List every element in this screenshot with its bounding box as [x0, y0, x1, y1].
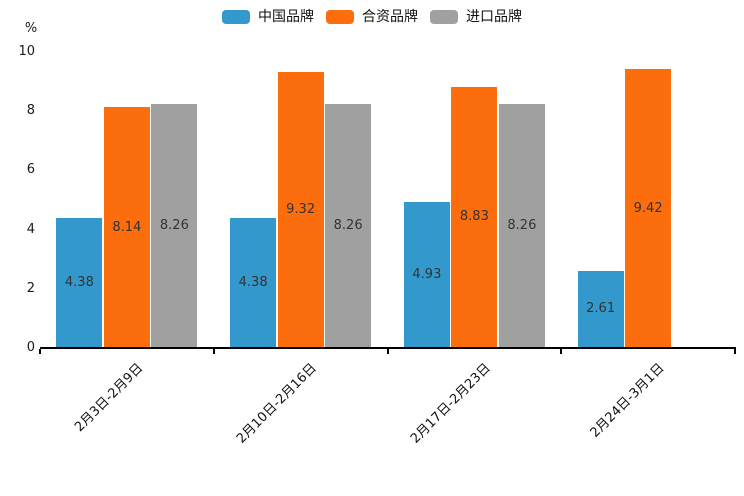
x-category-label: 2月17日-2月23日: [408, 360, 494, 447]
bar: [56, 218, 103, 348]
bar: [451, 86, 498, 348]
bar: [498, 103, 545, 348]
legend-swatch-icon: [326, 10, 354, 24]
bar: [103, 107, 150, 348]
legend-label: 中国品牌: [258, 9, 314, 25]
x-category-label: 2月24日-3月1日: [587, 360, 668, 441]
bar-value-label: 4.38: [64, 275, 94, 291]
plot-area: 4.38 8.14 8.26 4.38 9.32 8.26 4.93 8.83 8.26 2.61…: [40, 52, 735, 348]
y-tick-label: 2: [26, 280, 35, 296]
bar-value-label: 8.14: [112, 219, 142, 235]
legend: 中国品牌 合资品牌 进口品牌: [0, 8, 744, 26]
y-tick-label: 8: [26, 103, 35, 119]
bar-value-label: 8.26: [159, 217, 189, 233]
legend-item[interactable]: 中国品牌: [222, 8, 314, 26]
legend-item[interactable]: 进口品牌: [430, 8, 522, 26]
y-tick-label: 10: [18, 44, 35, 59]
y-axis: 0 2 4 6 8 10: [0, 44, 35, 355]
bar: [325, 103, 372, 348]
y-tick-label: 0: [26, 340, 35, 355]
x-category-label: 2月10日-2月16日: [234, 360, 321, 447]
x-tick-mark: [560, 349, 563, 354]
bar-value-label: 2.61: [586, 301, 616, 317]
bar-value-label: 9.42: [633, 200, 663, 216]
bar-value-label: 8.83: [459, 209, 489, 225]
x-tick-mark: [212, 349, 215, 354]
bar: [403, 202, 450, 348]
legend-swatch-icon: [222, 10, 250, 24]
x-category-label: 2月3日-2月9日: [72, 360, 147, 435]
bar: [625, 69, 672, 348]
bar: [577, 270, 624, 348]
bar-value-label: 8.26: [333, 217, 363, 233]
legend-label: 进口品牌: [466, 9, 522, 25]
bar: [230, 218, 277, 348]
x-tick-mark: [386, 349, 389, 354]
bar-value-label: 9.32: [286, 202, 316, 218]
bar: [151, 103, 198, 348]
bar: [277, 72, 324, 348]
legend-item[interactable]: 合资品牌: [326, 8, 418, 26]
bar-value-label: 4.38: [238, 275, 268, 291]
x-tick-mark: [39, 349, 41, 354]
x-axis-line: [40, 347, 736, 349]
bar-value-label: 4.93: [412, 267, 442, 283]
legend-label: 合资品牌: [362, 9, 418, 25]
y-tick-label: 4: [26, 221, 35, 237]
x-tick-mark: [734, 349, 736, 354]
y-tick-label: 6: [26, 162, 35, 178]
bar-value-label: 8.26: [507, 217, 537, 233]
legend-swatch-icon: [430, 10, 458, 24]
y-axis-unit-label: %: [24, 21, 38, 36]
